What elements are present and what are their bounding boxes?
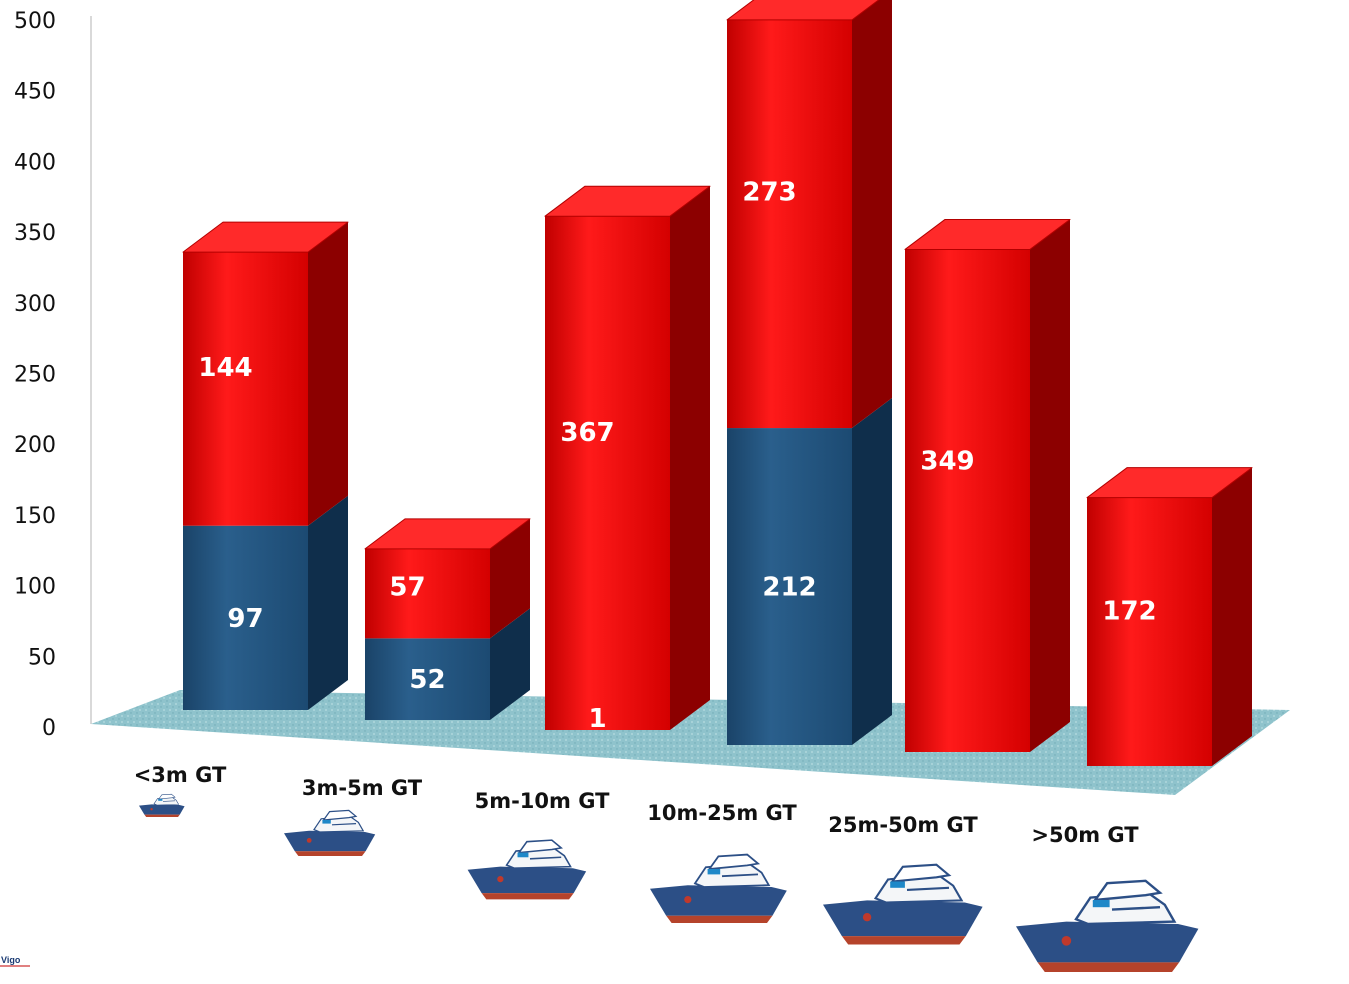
category-label: >50m GT	[1031, 823, 1139, 847]
data-label: 367	[560, 418, 614, 448]
ship-icon	[284, 809, 376, 856]
y-tick-label: 100	[14, 575, 56, 600]
bar-front	[183, 525, 308, 710]
bar-top	[726, 0, 880, 21]
bar-side	[852, 398, 892, 745]
ship-icon	[823, 863, 983, 945]
bar-group: 367 1	[544, 185, 711, 734]
ship-icon	[467, 839, 587, 900]
bar-front	[1087, 497, 1212, 766]
bar-side	[490, 608, 530, 720]
bar-top	[904, 218, 1071, 250]
y-tick-label: 450	[14, 80, 56, 105]
y-tick-label: 200	[14, 433, 56, 458]
bar-side	[1212, 467, 1252, 766]
bar-top	[364, 518, 531, 550]
y-tick-label: 400	[14, 150, 56, 175]
y-tick-label: 350	[14, 221, 56, 246]
bar-group: 212 273	[726, 0, 892, 745]
data-label: 144	[198, 353, 252, 383]
y-tick-label: 500	[14, 9, 56, 34]
ship-icon	[650, 853, 787, 923]
y-tick-label: 50	[28, 645, 56, 670]
category-label: 3m-5m GT	[302, 776, 423, 800]
y-tick-label: 300	[14, 292, 56, 317]
bar-top	[1086, 467, 1253, 499]
category-label: 10m-25m GT	[647, 801, 797, 825]
data-label: 1	[588, 704, 606, 734]
category-label: 25m-50m GT	[828, 813, 978, 837]
bar-side	[670, 186, 710, 730]
y-axis: 0 50 100 150 200 250 300 350 400 450 500	[14, 9, 92, 741]
ship-icon	[1016, 879, 1199, 972]
bar-front	[365, 638, 490, 720]
bar-front	[365, 548, 490, 639]
bar-side	[852, 0, 892, 429]
bar-side	[490, 518, 530, 639]
bar-group: 52 57	[364, 518, 531, 720]
y-tick-label: 150	[14, 504, 56, 529]
data-label: 57	[389, 572, 425, 602]
y-tick-label: 250	[14, 363, 56, 388]
data-label: 349	[920, 447, 974, 477]
bar-group: 172	[1086, 467, 1253, 766]
bar-front	[545, 216, 670, 730]
bar-group: 97 144	[182, 221, 349, 710]
bar-front	[727, 428, 852, 745]
bar-group: 349	[904, 218, 1071, 752]
bar-front	[905, 249, 1030, 752]
bar-side	[308, 495, 348, 710]
data-label: 97	[227, 604, 263, 634]
bar-front	[183, 252, 308, 526]
data-label: 273	[742, 177, 796, 207]
bar-side	[308, 222, 348, 526]
bar-top	[182, 221, 349, 253]
bar-top	[544, 185, 711, 217]
data-label: 212	[762, 573, 816, 603]
ship-icon	[139, 793, 185, 817]
data-label: 52	[409, 665, 445, 695]
y-tick-label: 0	[42, 716, 56, 741]
category-label: 5m-10m GT	[475, 789, 610, 813]
data-label: 172	[1102, 596, 1156, 626]
bar-side	[1030, 219, 1070, 752]
category-label: <3m GT	[134, 763, 227, 787]
logo-text: Vigo	[1, 955, 21, 965]
bar-front	[727, 19, 852, 429]
